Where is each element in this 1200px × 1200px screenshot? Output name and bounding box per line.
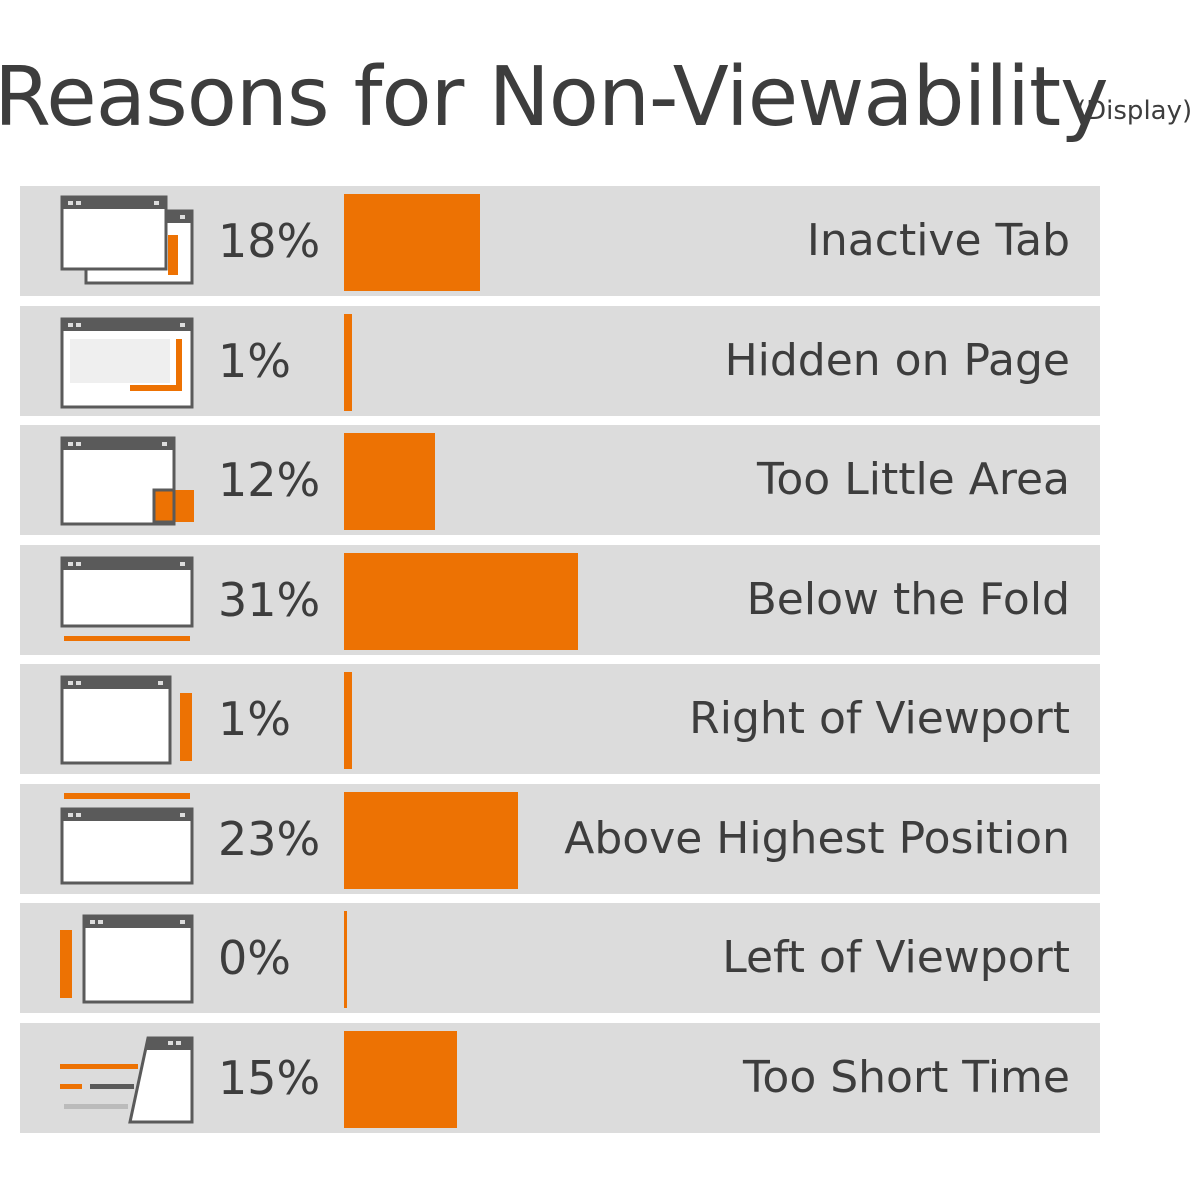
bar-row: 15% Too Short Time — [20, 1023, 1100, 1133]
value-label: 1% — [218, 692, 291, 746]
left-of-viewport-icon — [56, 908, 196, 1008]
chart-subtitle: (Display) — [1076, 96, 1193, 126]
bar — [344, 194, 480, 291]
category-label: Too Short Time — [743, 1052, 1070, 1103]
bar — [344, 672, 352, 769]
category-label: Too Little Area — [756, 454, 1070, 505]
value-label: 23% — [218, 812, 321, 866]
bar-row: 0% Left of Viewport — [20, 903, 1100, 1013]
chart-title: Reasons for Non-Viewability — [0, 50, 1109, 145]
value-label: 1% — [218, 334, 291, 388]
bar-row: 1% Right of Viewport — [20, 664, 1100, 774]
hidden-on-page-icon — [56, 311, 196, 411]
value-label: 12% — [218, 453, 321, 507]
category-label: Below the Fold — [746, 574, 1070, 625]
category-label: Left of Viewport — [722, 932, 1070, 983]
category-label: Hidden on Page — [724, 335, 1070, 386]
value-label: 15% — [218, 1051, 321, 1105]
category-label: Right of Viewport — [689, 693, 1070, 744]
bar — [344, 911, 347, 1008]
bar — [344, 1031, 458, 1128]
too-short-time-icon — [56, 1028, 196, 1128]
bar-row: 1% Hidden on Page — [20, 306, 1100, 416]
bar-row: 18% Inactive Tab — [20, 186, 1100, 296]
bar — [344, 314, 352, 411]
value-label: 31% — [218, 573, 321, 627]
value-label: 18% — [218, 214, 321, 268]
chart-header: Reasons for Non-Viewability (Display) — [0, 44, 1200, 154]
bar-row: 12% Too Little Area — [20, 425, 1100, 535]
above-highest-position-icon — [56, 789, 196, 889]
inactive-tab-icon — [56, 191, 196, 291]
right-of-viewport-icon — [56, 669, 196, 769]
bar — [344, 553, 579, 650]
bar-row: 31% Below the Fold — [20, 545, 1100, 655]
value-label: 0% — [218, 931, 291, 985]
bar — [344, 792, 518, 889]
bar — [344, 433, 435, 530]
category-label: Above Highest Position — [564, 813, 1070, 864]
too-little-area-icon — [56, 430, 196, 530]
category-label: Inactive Tab — [806, 215, 1070, 266]
bar-row: 23% Above Highest Position — [20, 784, 1100, 894]
below-the-fold-icon — [56, 550, 196, 650]
